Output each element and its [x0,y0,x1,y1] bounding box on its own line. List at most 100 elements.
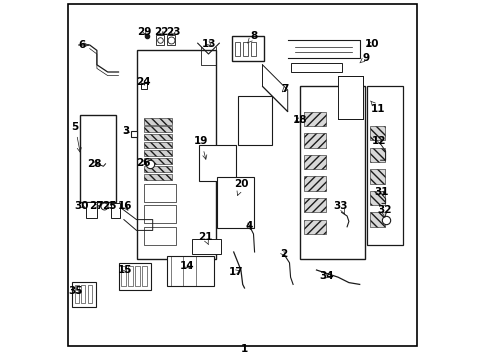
Bar [199,156,235,161]
Text: 8: 8 [247,31,257,43]
Text: 3: 3 [122,126,130,136]
Bar [217,194,253,198]
Bar [370,191,384,205]
Text: 10: 10 [365,39,379,49]
Bar [199,149,235,154]
Bar [250,42,255,56]
Text: 6: 6 [78,40,88,50]
Text: 24: 24 [135,77,150,87]
Text: 28: 28 [86,159,101,169]
Text: 23: 23 [165,27,180,37]
Text: 29: 29 [137,27,151,37]
Bar [92,115,94,194]
Bar [366,86,402,245]
Bar [239,132,271,138]
Bar [217,199,253,204]
Bar [239,100,271,105]
Text: 32: 32 [376,204,390,217]
Bar [303,176,325,191]
Bar [239,126,271,131]
Bar [106,115,108,194]
Bar [199,175,235,180]
Text: 30: 30 [74,201,89,211]
Bar [199,168,235,174]
Bar [303,155,325,169]
Bar [370,169,384,184]
Bar [199,162,235,167]
Bar [239,139,271,144]
Text: 18: 18 [292,114,307,125]
Bar [217,205,253,210]
Bar [192,239,221,254]
Bar [143,158,172,164]
Text: 4: 4 [244,221,252,231]
Bar [156,35,164,45]
Bar [118,263,151,290]
Bar [216,177,253,228]
Bar [143,118,172,125]
Bar [300,86,365,259]
Text: 33: 33 [333,201,347,214]
Bar [86,115,88,194]
Bar [143,227,176,245]
Bar [143,174,172,180]
Bar [242,42,247,56]
Bar [81,285,85,303]
Bar [167,35,175,45]
Bar [239,107,271,112]
Text: 19: 19 [194,136,208,159]
Text: 1: 1 [241,344,247,354]
Text: 35: 35 [69,286,83,296]
Bar [143,142,172,148]
Bar [217,211,253,215]
Bar [143,205,176,223]
Text: 9: 9 [359,53,369,63]
Text: 20: 20 [234,179,248,195]
Text: 31: 31 [374,186,388,197]
Bar [143,150,172,156]
Text: 7: 7 [281,84,288,94]
Bar [167,256,213,286]
Bar [80,115,115,202]
Bar [303,133,325,148]
Bar [86,202,97,218]
Bar [231,36,264,61]
Bar [109,115,111,194]
Bar [370,126,384,140]
Text: 21: 21 [197,232,212,245]
Bar [239,113,271,118]
Bar [239,120,271,125]
Bar [143,134,172,140]
Bar [303,198,325,212]
Bar [142,266,146,286]
Text: 2: 2 [279,249,286,259]
Text: 26: 26 [136,158,150,168]
Bar [143,184,176,202]
Text: 14: 14 [180,261,195,271]
Text: 13: 13 [202,39,216,49]
Text: 22: 22 [153,27,168,37]
Bar [370,148,384,162]
Bar [81,115,82,194]
Bar [199,145,235,181]
Text: 11: 11 [370,101,384,114]
Bar [238,96,271,145]
Bar [370,212,384,227]
Text: 27: 27 [89,201,103,211]
Text: 16: 16 [118,201,132,211]
Bar [303,112,325,126]
Text: 12: 12 [371,136,386,146]
Text: 5: 5 [72,122,81,152]
Text: 25: 25 [102,201,117,211]
Bar [143,126,172,132]
Bar [103,115,106,194]
Bar [303,220,325,234]
Bar [217,188,253,192]
Bar [83,115,85,194]
Bar [135,266,140,286]
Bar [75,285,79,303]
Bar [87,285,92,303]
Bar [98,115,100,194]
Bar [95,115,97,194]
Bar [136,50,215,259]
